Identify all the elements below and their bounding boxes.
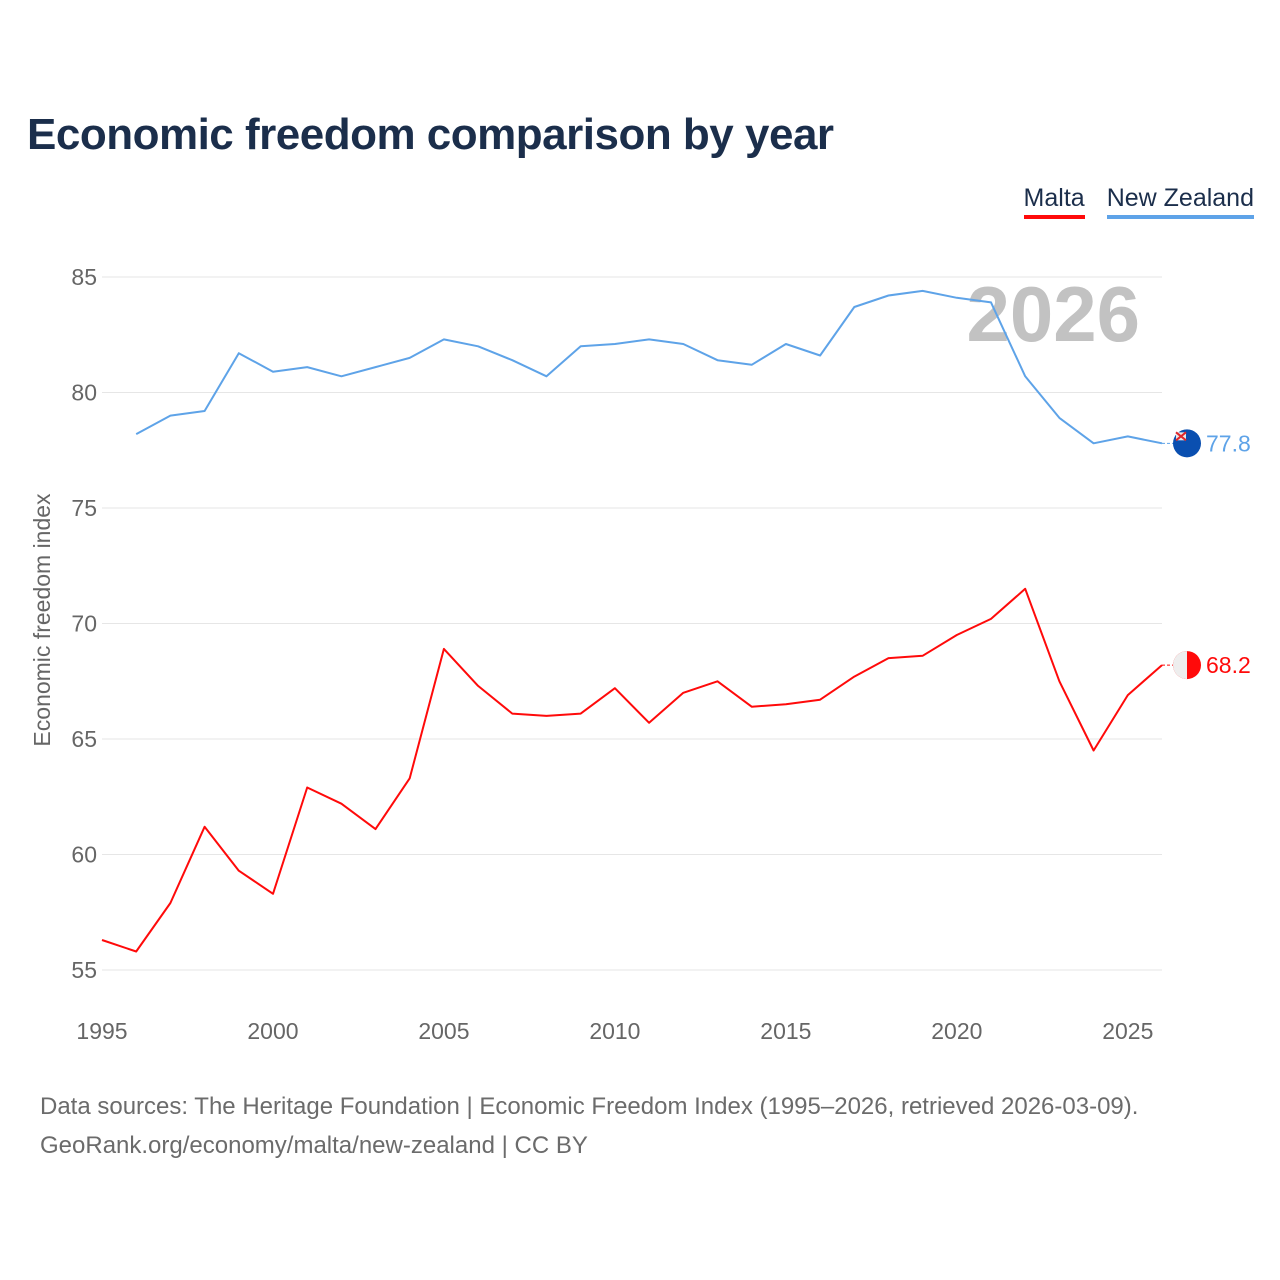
chart-title: Economic freedom comparison by year bbox=[27, 110, 834, 159]
x-tick-label: 2025 bbox=[1102, 1018, 1153, 1044]
y-tick-label: 80 bbox=[71, 380, 97, 406]
credit-line: GeoRank.org/economy/malta/new-zealand | … bbox=[40, 1132, 588, 1159]
x-tick-label: 2005 bbox=[418, 1018, 469, 1044]
legend-new-zealand[interactable]: New Zealand bbox=[1106, 184, 1254, 219]
end-value-label: 68.2 bbox=[1206, 652, 1251, 678]
y-tick-label: 55 bbox=[71, 957, 97, 983]
y-axis-label: Economic freedom index bbox=[29, 493, 55, 747]
y-tick-label: 65 bbox=[71, 726, 97, 752]
series-line-malta bbox=[101, 587, 1163, 953]
y-tick-label: 70 bbox=[71, 611, 97, 637]
footer: Data sources: The Heritage Foundation | … bbox=[40, 1087, 1138, 1165]
y-tick-label: 60 bbox=[71, 842, 97, 868]
legend-malta[interactable]: Malta bbox=[1023, 184, 1085, 219]
x-tick-label: 2020 bbox=[931, 1018, 982, 1044]
union-jack-cross bbox=[1175, 431, 1187, 442]
x-tick-label: 1995 bbox=[76, 1018, 127, 1044]
y-tick-label: 85 bbox=[71, 264, 97, 290]
series-line-new-zealand bbox=[135, 289, 1163, 445]
x-tick-label: 2015 bbox=[760, 1018, 811, 1044]
x-tick-label: 2000 bbox=[247, 1018, 298, 1044]
year-watermark: 2026 bbox=[966, 270, 1140, 358]
legend: Malta New Zealand bbox=[1023, 184, 1254, 219]
source-line: Data sources: The Heritage Foundation | … bbox=[40, 1093, 1139, 1120]
x-tick-label: 2010 bbox=[589, 1018, 640, 1044]
malta-flag-white-half bbox=[1173, 651, 1187, 680]
y-tick-label: 75 bbox=[71, 495, 97, 521]
end-value-label: 77.8 bbox=[1206, 430, 1251, 456]
